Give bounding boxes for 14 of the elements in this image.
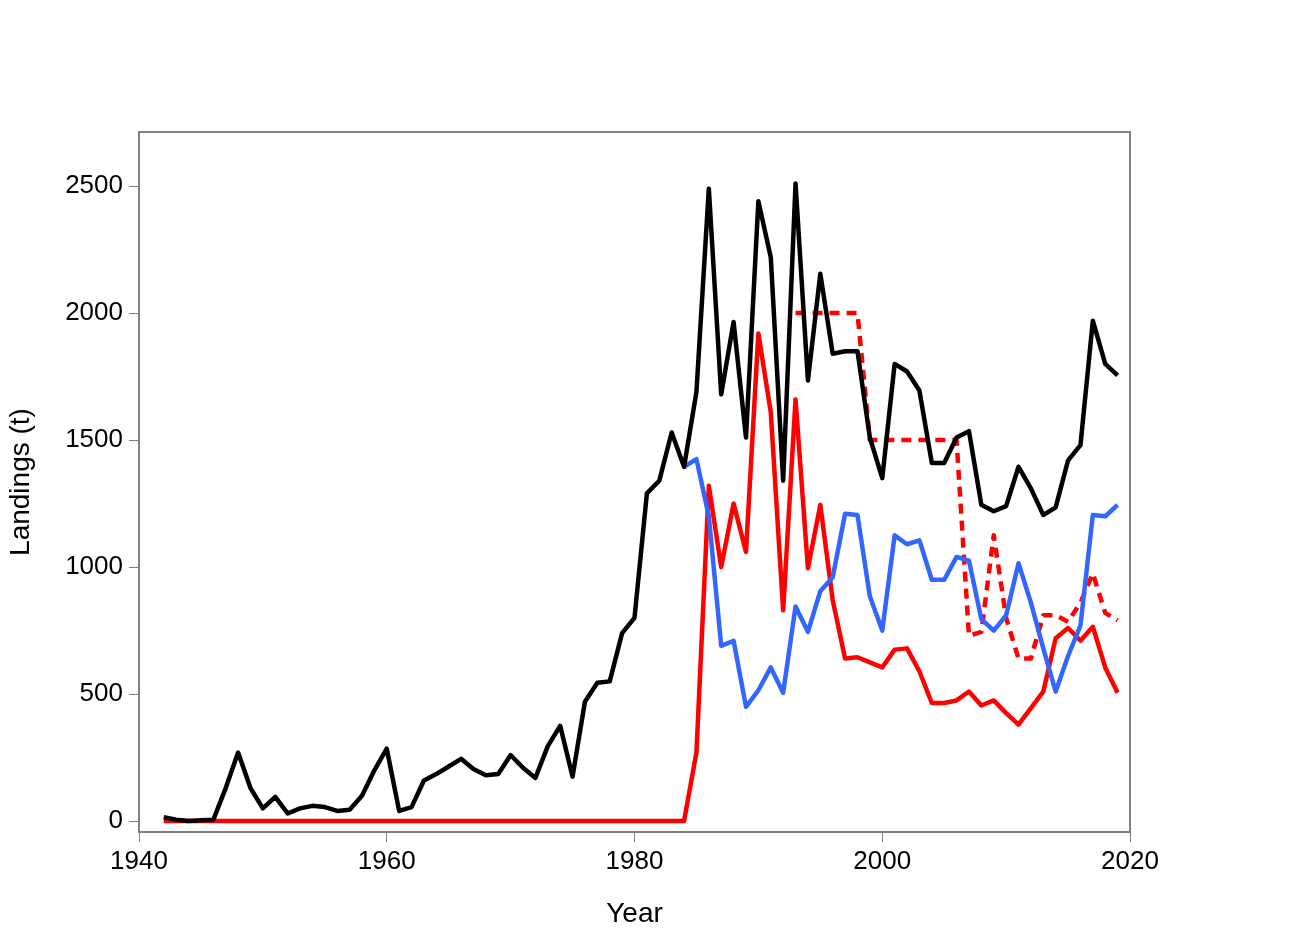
x-tick-label: 2020: [1101, 844, 1159, 875]
x-tick-label: 1980: [605, 844, 664, 875]
y-tick-label: 1500: [65, 423, 123, 454]
y-tick-label: 500: [79, 677, 123, 708]
y-tick-label: 2500: [65, 169, 123, 200]
y-tick-label: 1000: [65, 550, 123, 581]
y-axis-title: Landings (t): [3, 408, 35, 556]
x-axis-title: Year: [606, 896, 663, 928]
x-tick-label: 2000: [853, 844, 912, 875]
y-tick-label: 0: [108, 804, 123, 835]
x-tick-label: 1940: [110, 844, 168, 875]
x-tick-label: 1960: [357, 844, 416, 875]
line-series: [793, 310, 1120, 661]
y-tick-label: 2000: [65, 296, 123, 327]
